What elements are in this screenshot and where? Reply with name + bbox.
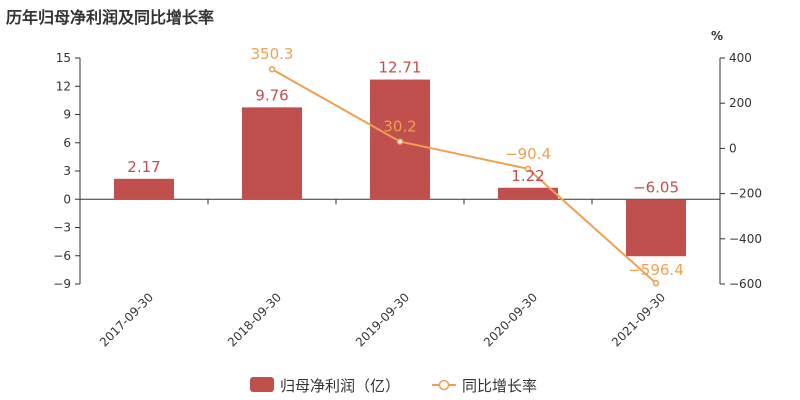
y-right-tick-label: −200 [729,187,762,201]
bars-layer [114,79,686,257]
x-tick-label: 2019-09-30 [353,290,412,349]
chart-title: 历年归母净利润及同比增长率 [6,8,215,27]
legend-bar-label: 归母净利润（亿） [280,377,400,395]
legend-bar-swatch [250,377,274,392]
y-left-tick-label: 12 [56,79,71,93]
data-labels-layer: 2.17 9.76 12.71 1.22 −6.05 350.3 30.2 −90.4 −596… [127,45,683,279]
y-left-tick-label: 9 [63,108,71,122]
line-value-label: 30.2 [383,118,416,136]
legend-line-marker [438,379,450,391]
growth-line [271,68,657,284]
x-tick-label: 2021-09-30 [609,290,668,349]
line-point [268,65,276,73]
line-point [396,138,404,145]
line-value-label: 350.3 [251,45,294,63]
line-point [524,165,532,173]
x-tick-label: 2020-09-30 [481,290,540,349]
bar [626,199,686,257]
y-right-unit: % [711,29,723,43]
y-left-tick-label: 6 [63,136,71,150]
y-left-tick-label: −6 [53,249,71,263]
x-tick-label: 2017-09-30 [97,290,156,349]
line-value-label: −90.4 [505,145,551,163]
y-left-tick-label: 15 [56,51,71,65]
y-left-tick-label: 3 [63,164,71,178]
bar [498,187,558,200]
x-tick-label: 2018-09-30 [225,290,284,349]
y-right-tick-label: 400 [729,51,752,65]
line-value-label: −596.4 [628,261,684,279]
line-layer [268,65,660,287]
line-point [652,279,660,287]
y-right-tick-label: −400 [729,232,762,246]
bar-value-label: 2.17 [127,158,160,176]
y-left-tick-label: 0 [63,192,71,206]
legend: 归母净利润（亿） 同比增长率 [250,377,537,395]
y-left-tick-label: −9 [53,277,71,291]
y-right-tick-label: −600 [729,277,762,291]
y-left-tick-label: −3 [53,221,71,235]
bar [242,107,302,200]
y-right-tick-label: 200 [729,96,752,110]
bar-value-label: −6.05 [633,178,679,196]
bar [114,178,174,200]
bar-value-label: 12.71 [379,59,422,77]
bar-value-label: 1.22 [511,167,544,185]
y-right-tick-label: 0 [729,141,737,155]
bar-value-label: 9.76 [255,86,288,104]
legend-line-label: 同比增长率 [462,377,537,395]
